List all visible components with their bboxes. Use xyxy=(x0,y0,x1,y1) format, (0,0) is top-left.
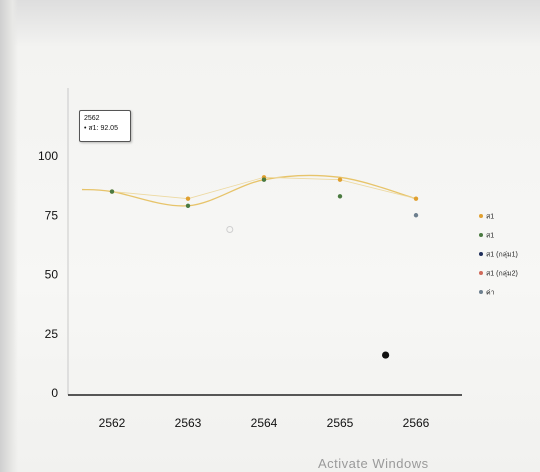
y-tick-label: 100 xyxy=(38,149,58,163)
y-tick-labels: 0 25 50 75 100 xyxy=(38,149,58,400)
outlier-point xyxy=(226,225,234,233)
x-tick-label: 2564 xyxy=(251,416,278,430)
legend-marker xyxy=(479,233,483,237)
left-window-edge xyxy=(0,0,18,472)
series-point[interactable] xyxy=(413,213,419,218)
tooltip-line: • ส1: 92.05 xyxy=(84,125,118,132)
y-tick-label: 0 xyxy=(51,386,58,400)
series-markers xyxy=(109,175,419,359)
legend-label[interactable]: ค่า xyxy=(486,290,495,297)
legend-marker xyxy=(479,252,483,256)
legend-label[interactable]: ส1 (กลุ่ม1) xyxy=(486,252,518,259)
series-point[interactable] xyxy=(337,194,343,199)
legend-label[interactable]: ส1 xyxy=(486,233,494,240)
x-tick-labels: 2562 2563 2564 2565 2566 xyxy=(99,416,430,430)
tooltip-title: 2562 xyxy=(84,115,100,122)
series-point[interactable] xyxy=(337,177,343,182)
legend-marker xyxy=(479,214,483,218)
series-point[interactable] xyxy=(261,177,267,182)
x-tick-label: 2563 xyxy=(175,416,202,430)
series-curve xyxy=(81,174,417,207)
x-tick-label: 2566 xyxy=(403,416,430,430)
y-tick-label: 25 xyxy=(45,327,59,341)
legend-marker xyxy=(479,290,483,294)
outlier-point xyxy=(382,351,390,359)
legend: ส1 ส1 ส1 (กลุ่ม1) ส1 (กลุ่ม2) ค่า xyxy=(479,214,518,297)
series-point[interactable] xyxy=(109,189,115,194)
legend-label[interactable]: ส1 xyxy=(486,214,494,221)
series-point[interactable] xyxy=(185,196,191,201)
chart-tooltip: 2562 • ส1: 92.05 xyxy=(79,110,131,142)
x-tick-label: 2565 xyxy=(327,416,354,430)
legend-marker xyxy=(479,271,483,275)
series-point[interactable] xyxy=(413,196,419,201)
y-tick-label: 50 xyxy=(45,268,59,282)
x-tick-label: 2562 xyxy=(99,416,126,430)
activate-windows-watermark: Activate Windows xyxy=(318,456,429,471)
legend-label[interactable]: ส1 (กลุ่ม2) xyxy=(486,271,518,278)
series-point[interactable] xyxy=(185,203,191,208)
series-curves xyxy=(81,174,417,207)
y-tick-label: 75 xyxy=(45,208,59,222)
